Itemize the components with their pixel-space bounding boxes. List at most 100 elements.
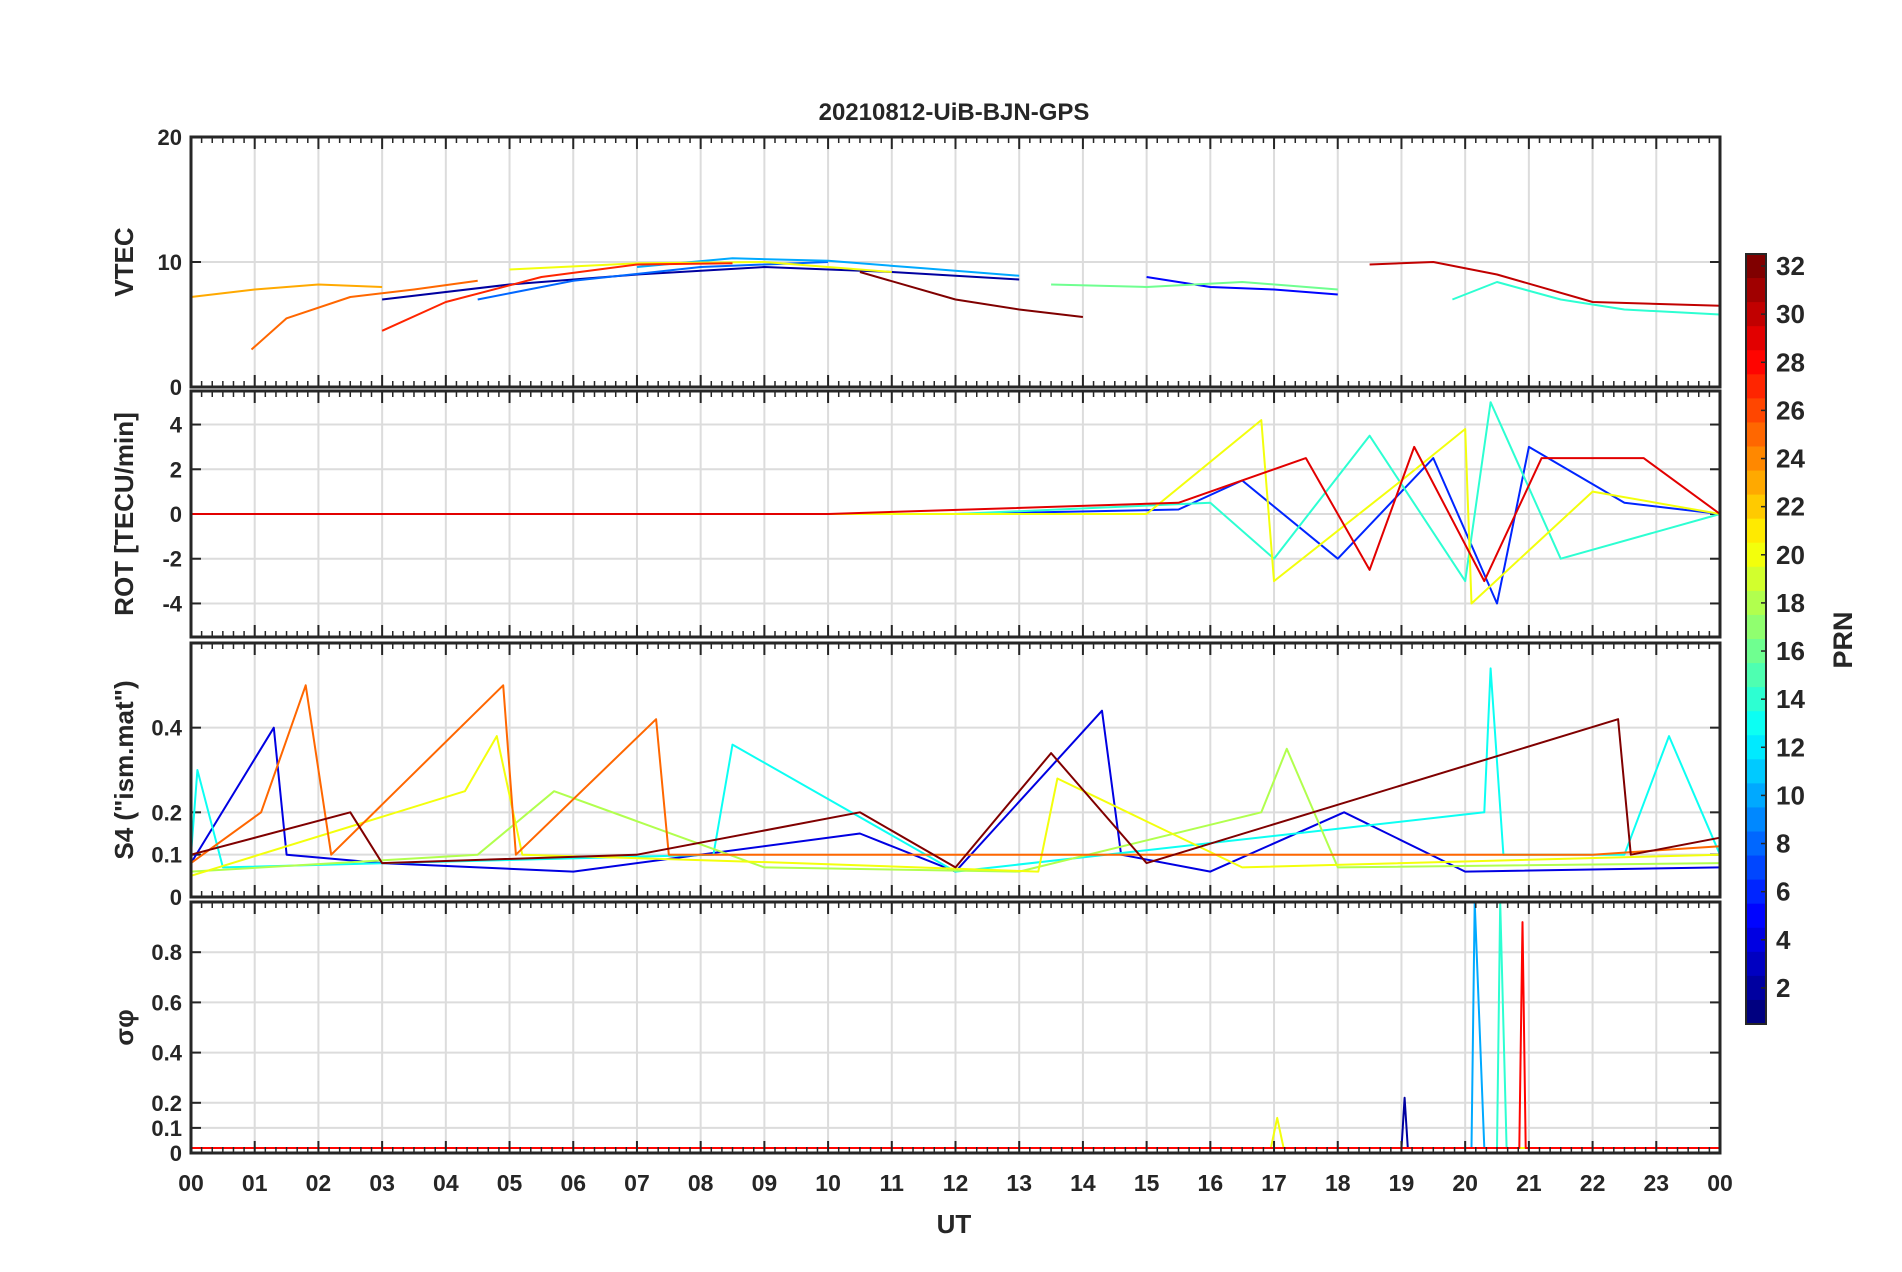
- colorbar-segment: [1746, 326, 1766, 351]
- x-tick-label: 20: [1452, 1170, 1478, 1196]
- y-tick-label: 10: [158, 250, 182, 275]
- axes-box: [189, 389, 1722, 639]
- y-tick-label: 0.6: [151, 990, 182, 1015]
- colorbar-segment: [1746, 663, 1766, 688]
- axes-box: [189, 900, 1722, 1155]
- axes-box: [189, 135, 1722, 389]
- colorbar-segment: [1746, 518, 1766, 544]
- series-line-prn-10: [636, 257, 1020, 277]
- colorbar-tick-label: 28: [1776, 347, 1805, 377]
- x-tick-label: 17: [1261, 1170, 1287, 1196]
- colorbar-segment: [1746, 735, 1766, 760]
- colorbar-segment: [1746, 807, 1766, 833]
- colorbar-tick-label: 6: [1776, 877, 1790, 907]
- y-axis-label: ROT [TECU/min]: [109, 412, 139, 616]
- panel-s4: 0 0.1 0.2 0.4 S4 ("ism.mat"): [109, 641, 1722, 910]
- colorbar-segment: [1746, 278, 1766, 303]
- colorbar-tick-label: 12: [1776, 732, 1805, 762]
- x-tick-label: 13: [1006, 1170, 1032, 1196]
- colorbar-tick-label: 10: [1776, 780, 1805, 810]
- x-tick-label: 08: [688, 1170, 714, 1196]
- colorbar-segment: [1746, 903, 1766, 929]
- y-tick-label: 0: [170, 502, 182, 527]
- colorbar-segment: [1746, 542, 1766, 568]
- colorbar-tick-label: 26: [1776, 395, 1805, 425]
- y-tick-label: 4: [170, 413, 183, 438]
- x-tick-label: 04: [433, 1170, 459, 1196]
- y-tick-label: 0.2: [151, 800, 182, 825]
- y-tick-label: 0.4: [151, 1041, 182, 1066]
- colorbar-segment: [1746, 879, 1766, 905]
- colorbar-segment: [1746, 951, 1766, 977]
- colorbar-tick-label: 20: [1776, 540, 1805, 570]
- colorbar-segment: [1746, 374, 1766, 399]
- y-axis-label: S4 ("ism.mat"): [109, 680, 139, 859]
- colorbar-tick-label: 2: [1776, 973, 1790, 1003]
- x-tick-label: 11: [880, 1170, 905, 1196]
- series-line-prn-29: [191, 445, 1721, 583]
- x-tick-label: 07: [624, 1170, 650, 1196]
- y-tick-label: 0: [170, 885, 182, 910]
- y-tick-label: 0.1: [151, 1116, 182, 1141]
- series-line-prn-20: [509, 261, 892, 273]
- x-tick-label: 09: [752, 1170, 778, 1196]
- x-tick-label: 03: [369, 1170, 395, 1196]
- colorbar-segment: [1746, 783, 1766, 809]
- x-tick-label: 02: [306, 1170, 332, 1196]
- panel-rot: -4 -2 0 2 4 ROT [TECU/min]: [109, 389, 1722, 639]
- colorbar-tick-label: 16: [1776, 636, 1805, 666]
- colorbar-tick-label: 32: [1776, 251, 1805, 281]
- x-tick-label: 05: [497, 1170, 523, 1196]
- x-tick-label: 14: [1070, 1170, 1096, 1196]
- series-line-prn-28: [191, 921, 1720, 1149]
- colorbar-segment: [1746, 302, 1766, 327]
- x-tick-label: 00: [178, 1170, 204, 1196]
- x-tick-label: 12: [943, 1170, 969, 1196]
- colorbar-segment: [1746, 687, 1766, 712]
- y-tick-label: -2: [162, 547, 182, 572]
- x-tick-label: 15: [1134, 1170, 1160, 1196]
- series-line-prn-5: [1146, 276, 1338, 296]
- colorbar-segment: [1746, 927, 1766, 953]
- y-tick-label: 0: [170, 1141, 182, 1166]
- x-tick-label: 00: [1707, 1170, 1733, 1196]
- series-line-prn-25: [190, 684, 1721, 864]
- series-line-prn-16: [1051, 281, 1338, 291]
- colorbar-segment: [1746, 494, 1766, 520]
- y-tick-label: 0: [170, 375, 182, 400]
- x-axis-ticks: 00 01 02 03 04 05 06 07 08 09 10 11 12 13 14 15 16 17 18 19…: [178, 1170, 1733, 1196]
- series-line-prn-32: [859, 271, 1084, 318]
- colorbar-tick-label: 14: [1776, 684, 1805, 714]
- colorbar-segment: [1746, 350, 1766, 375]
- figure-title: 20210812-UiB-BJN-GPS: [819, 99, 1090, 126]
- colorbar-segment: [1746, 254, 1766, 279]
- colorbar-frame: [1745, 253, 1767, 1025]
- panel-sigma-phi: 00.10.2 0.4 0.6 0.8 σφ: [109, 900, 1722, 1166]
- series-line-prn-20: [190, 735, 1721, 877]
- y-tick-label: 0.2: [151, 1091, 182, 1116]
- series-line-prn-27: [381, 262, 733, 332]
- x-tick-label: 16: [1198, 1170, 1224, 1196]
- colorbar-segment: [1746, 566, 1766, 592]
- colorbar-segment: [1746, 855, 1766, 881]
- colorbar-segment: [1746, 975, 1766, 1001]
- x-tick-label: 01: [242, 1170, 268, 1196]
- colorbar-segment: [1746, 999, 1766, 1025]
- colorbar-tick-label: 4: [1776, 925, 1791, 955]
- colorbar-tick-label: 18: [1776, 588, 1805, 618]
- y-tick-label: 20: [158, 125, 182, 150]
- panel-vtec: 0 10 20 VTEC: [109, 125, 1722, 400]
- x-tick-label: 21: [1516, 1170, 1542, 1196]
- colorbar-segment: [1746, 422, 1766, 448]
- colorbar-segment: [1746, 590, 1766, 616]
- colorbar-segment: [1746, 639, 1766, 664]
- colorbar-segment: [1746, 398, 1766, 424]
- series-line-prn-13: [190, 667, 1721, 873]
- series-line-prn-2: [381, 266, 1020, 301]
- series-line-prn-8: [477, 261, 829, 301]
- series-line-prn-14: [1452, 281, 1721, 316]
- colorbar-tick-label: 22: [1776, 492, 1805, 522]
- colorbar-tick-label: 8: [1776, 829, 1790, 859]
- series-line-prn-30: [1369, 261, 1721, 307]
